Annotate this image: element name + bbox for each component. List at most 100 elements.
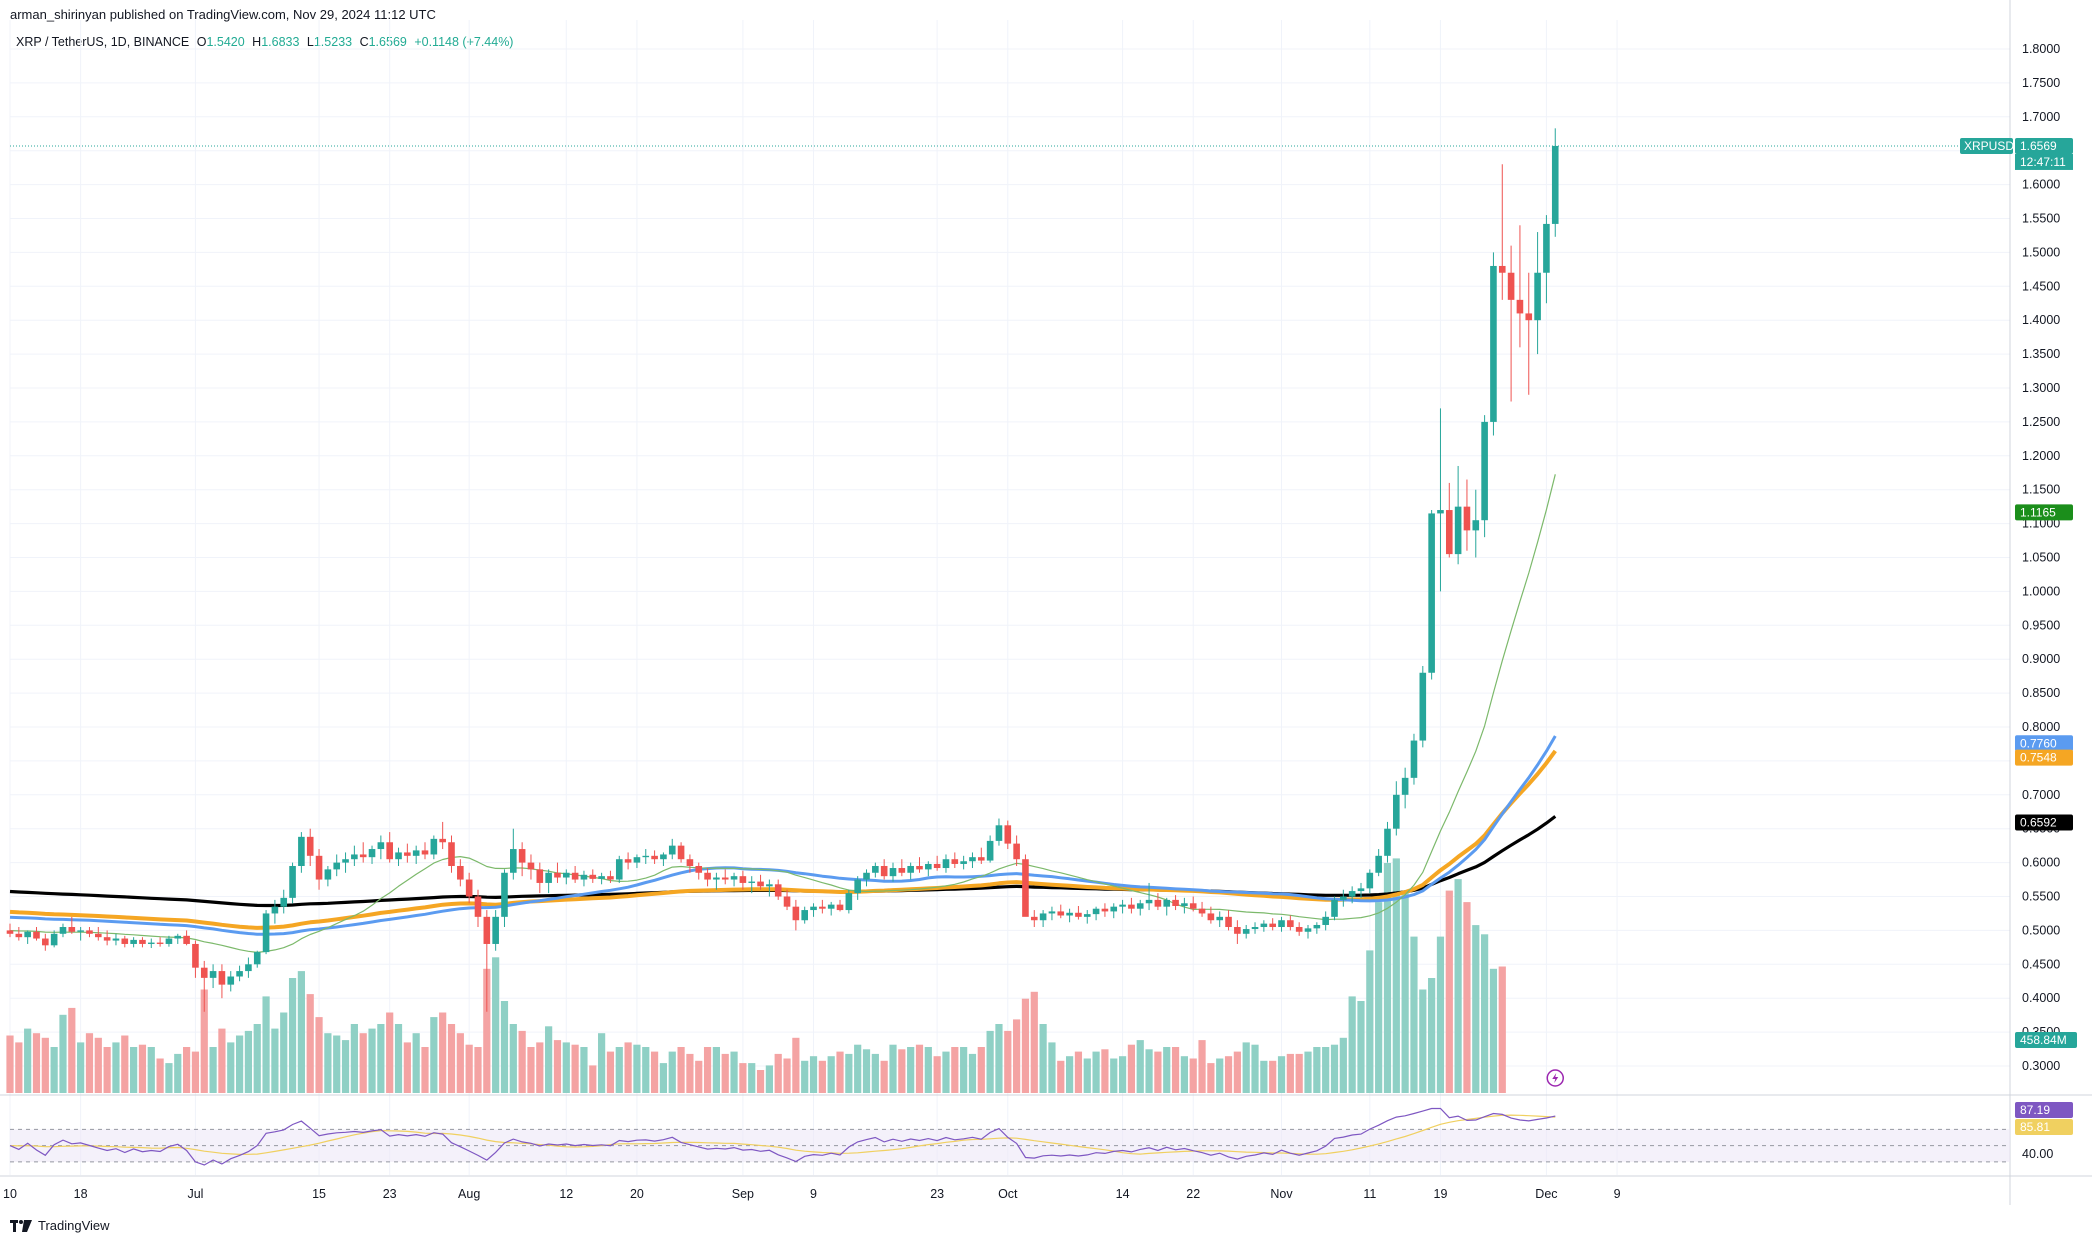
price-tick-label: 0.4000 bbox=[2022, 991, 2060, 1005]
candle-body bbox=[183, 935, 190, 944]
candle-body bbox=[801, 910, 808, 921]
candle-body bbox=[607, 876, 614, 880]
volume-bar bbox=[977, 1047, 985, 1093]
candle-body bbox=[739, 876, 747, 883]
volume-bar bbox=[862, 1049, 871, 1093]
candle-body bbox=[457, 865, 464, 880]
candle-body bbox=[218, 971, 226, 985]
candle-body bbox=[139, 939, 146, 944]
candle-body bbox=[880, 865, 888, 877]
candle-body bbox=[686, 859, 694, 866]
volume-bar bbox=[244, 1030, 253, 1093]
volume-bar bbox=[1357, 1001, 1365, 1093]
candle-body bbox=[59, 927, 67, 934]
price-tick-label: 1.2500 bbox=[2022, 415, 2060, 429]
footer-brand[interactable]: TradingView bbox=[10, 1218, 110, 1233]
volume-bar bbox=[1269, 1060, 1277, 1093]
volume-bar bbox=[1304, 1051, 1312, 1093]
volume-bar bbox=[836, 1051, 844, 1093]
symbol-label[interactable]: XRP / TetherUS, 1D, BINANCE bbox=[16, 35, 190, 49]
price-tick-label: 0.7000 bbox=[2022, 788, 2060, 802]
candle-body bbox=[907, 865, 914, 873]
price-tick-label: 0.8500 bbox=[2022, 686, 2060, 700]
candle-body bbox=[430, 838, 438, 855]
volume-bar bbox=[1013, 1019, 1021, 1093]
high-label: H bbox=[252, 35, 262, 49]
price-badge-text: 1.6569 bbox=[2020, 139, 2057, 153]
rsi-pane bbox=[9, 1107, 2010, 1166]
candle-body bbox=[289, 865, 296, 898]
candle-body bbox=[1393, 794, 1400, 829]
volume-bar bbox=[915, 1044, 924, 1093]
rsi-line bbox=[9, 1107, 1556, 1166]
candle-body bbox=[1251, 927, 1259, 930]
candle-body bbox=[492, 916, 499, 944]
candle-body bbox=[448, 842, 455, 866]
volume-bar bbox=[871, 1053, 879, 1093]
ma-badge-bg bbox=[2015, 749, 2073, 766]
candle-body bbox=[677, 845, 685, 860]
volume-bar bbox=[818, 1060, 826, 1093]
price-badge-bg bbox=[2015, 137, 2073, 154]
volume-bar bbox=[774, 1053, 782, 1093]
low-value: 1.5233 bbox=[313, 35, 353, 49]
candle-body bbox=[792, 906, 800, 921]
date-tick-label: 19 bbox=[1434, 1187, 1448, 1201]
candle-body bbox=[280, 897, 288, 907]
volume-bar bbox=[1419, 989, 1427, 1093]
volume-bar bbox=[403, 1042, 411, 1093]
candle-body bbox=[15, 933, 23, 938]
candle-body bbox=[854, 879, 861, 894]
candle-body bbox=[1172, 899, 1179, 906]
volume-bar bbox=[288, 978, 297, 1093]
volume-bar bbox=[1207, 1063, 1215, 1093]
candle-body bbox=[1128, 904, 1135, 909]
candle-body bbox=[465, 879, 473, 897]
candle-body bbox=[642, 855, 650, 858]
candle-body bbox=[1145, 899, 1153, 904]
volume-bar bbox=[659, 1063, 668, 1093]
volume-bar bbox=[527, 1047, 535, 1093]
candle-body bbox=[324, 869, 332, 880]
candle-body bbox=[1242, 929, 1250, 934]
volume-bar bbox=[324, 1033, 332, 1093]
volume-bar bbox=[1428, 978, 1436, 1093]
candle-body bbox=[1375, 855, 1382, 873]
candle-body bbox=[872, 865, 879, 873]
candle-body bbox=[757, 881, 764, 887]
volume-bar bbox=[1224, 1056, 1233, 1093]
candle-body bbox=[412, 850, 420, 856]
price-tick-label: 0.4500 bbox=[2022, 957, 2060, 971]
date-tick-label: 23 bbox=[930, 1187, 944, 1201]
ma-fast-line bbox=[9, 474, 1556, 953]
candle-body bbox=[262, 913, 270, 953]
volume-bar bbox=[1295, 1053, 1303, 1093]
volume-bar bbox=[739, 1063, 747, 1093]
volume-bar bbox=[1216, 1058, 1224, 1093]
volume-bar bbox=[1163, 1047, 1171, 1093]
volume-bar bbox=[580, 1047, 588, 1093]
volume-bar bbox=[889, 1044, 897, 1093]
candle-body bbox=[898, 868, 906, 873]
volume-bar bbox=[183, 1047, 191, 1093]
volume-bar bbox=[695, 1060, 703, 1093]
candle-body bbox=[889, 868, 897, 877]
volume-bar bbox=[465, 1044, 473, 1093]
candle-body bbox=[386, 842, 393, 860]
volume-badge: 458.84M bbox=[2015, 1032, 2077, 1048]
candle-body bbox=[298, 836, 305, 866]
volume-bar bbox=[960, 1047, 968, 1093]
candle-body bbox=[1004, 825, 1012, 844]
volume-bar bbox=[68, 1007, 76, 1093]
price-tick-label: 0.5000 bbox=[2022, 923, 2060, 937]
volume-bar bbox=[121, 1035, 129, 1093]
price-tick-label: 0.9000 bbox=[2022, 652, 2060, 666]
ma-badge-bg bbox=[2015, 735, 2073, 752]
volume-bar bbox=[1322, 1047, 1330, 1093]
candle-body bbox=[42, 938, 49, 946]
price-tick-label: 1.6000 bbox=[2022, 178, 2060, 192]
price-tick-label: 0.3000 bbox=[2022, 1059, 2060, 1073]
volume-bar bbox=[271, 1028, 279, 1093]
